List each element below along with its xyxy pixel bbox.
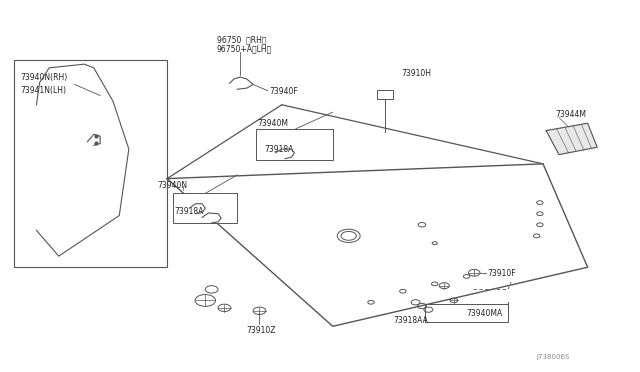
Text: J738006S: J738006S [537,353,570,360]
Text: 73910F: 73910F [487,269,516,278]
Text: 96750  〈RH〉: 96750 〈RH〉 [217,36,266,45]
Text: 73941N(LH): 73941N(LH) [20,86,67,94]
Text: 73918A: 73918A [264,145,294,154]
Bar [378,90,394,99]
Text: 73940N(RH): 73940N(RH) [20,73,68,81]
Text: 96750+A〈LH〉: 96750+A〈LH〉 [217,44,272,53]
Text: 73940M: 73940M [257,119,289,128]
Bar [14,61,167,267]
Text: 73940F: 73940F [269,87,298,96]
Text: 73940N: 73940N [157,182,188,190]
Bar [256,129,333,160]
Text: 73944M: 73944M [556,109,587,119]
Text: 73910Z: 73910Z [246,326,276,335]
Bar [425,304,508,322]
Text: 73940MA: 73940MA [467,309,503,318]
Text: 73918AA: 73918AA [394,316,428,325]
Text: 73918A: 73918A [175,206,204,216]
Text: 73910H: 73910H [401,69,431,78]
Polygon shape [546,123,597,155]
Bar [173,193,237,223]
